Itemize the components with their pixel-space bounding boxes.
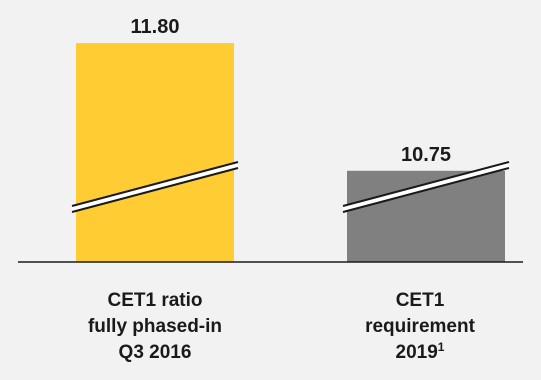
value-label-1: 10.75 [401, 144, 451, 166]
category-label-line: CET1 [395, 290, 445, 311]
category-label-cet1-requirement: CET1 requirement 20191 [320, 288, 520, 366]
category-label-line: requirement [365, 316, 475, 337]
category-label-line: fully phased-in [87, 316, 223, 337]
category-label-line: Q3 2016 [118, 342, 192, 363]
category-label-line: CET1 ratio [107, 290, 203, 311]
footnote-marker: 1 [437, 340, 445, 354]
category-label-line: 20191 [320, 340, 520, 366]
value-label-0: 11.80 [131, 16, 180, 38]
category-label-cet1-ratio: CET1 ratio fully phased-in Q3 2016 [55, 288, 255, 366]
axis-break-mark-0 [71, 161, 239, 213]
axis-break-mark-1 [342, 161, 510, 213]
category-label-text: 2019 [395, 342, 438, 363]
bar-0 [76, 43, 234, 262]
